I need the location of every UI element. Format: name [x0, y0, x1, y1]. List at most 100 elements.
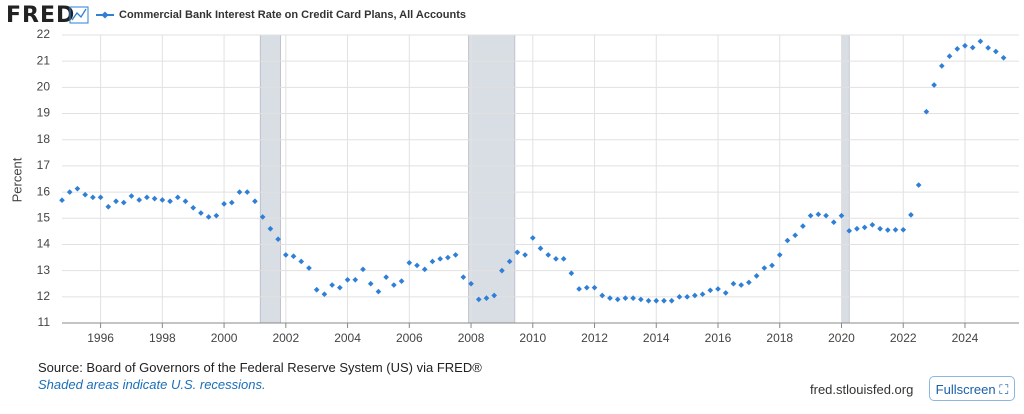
data-point: [205, 214, 212, 220]
data-point: [900, 226, 907, 233]
data-point: [985, 45, 991, 51]
data-point: [908, 212, 914, 218]
data-point: [560, 256, 567, 262]
x-tick-label: 2004: [334, 331, 361, 345]
y-tick-label: 13: [37, 263, 51, 277]
data-point: [421, 266, 428, 273]
x-tick-label: 2006: [396, 331, 423, 345]
x-tick-label: 2020: [828, 331, 855, 345]
x-tick-label: 2018: [766, 331, 793, 345]
data-point: [800, 223, 806, 229]
data-point: [776, 252, 783, 258]
data-point: [244, 189, 251, 195]
data-point: [198, 210, 204, 216]
data-point: [854, 225, 860, 232]
data-point: [614, 296, 621, 303]
data-point: [97, 194, 104, 201]
data-point: [684, 293, 690, 300]
y-tick-label: 16: [37, 184, 51, 198]
data-point: [661, 297, 667, 304]
logo: FRED: [6, 3, 76, 28]
data-point: [429, 258, 436, 265]
data-point: [228, 199, 235, 206]
recession-band: [841, 34, 850, 324]
y-tick-label: 22: [37, 27, 51, 41]
data-point: [676, 293, 683, 300]
y-tick-label: 19: [37, 106, 51, 120]
data-point: [568, 270, 575, 277]
data-point: [468, 280, 474, 287]
data-point: [784, 237, 791, 244]
data-point: [383, 274, 389, 281]
data-point: [869, 221, 876, 228]
y-tick-label: 14: [37, 237, 51, 251]
data-point: [275, 236, 281, 243]
data-point: [313, 286, 320, 293]
y-tick-label: 17: [37, 158, 51, 172]
data-point: [90, 194, 96, 201]
data-point: [375, 288, 382, 295]
data-point: [360, 266, 366, 273]
data-point: [151, 195, 158, 202]
data-point: [460, 274, 467, 281]
data-point: [321, 291, 328, 298]
recession-note: Shaded areas indicate U.S. recessions.: [38, 377, 266, 392]
data-point: [499, 267, 505, 274]
data-point: [144, 194, 150, 201]
x-tick-label: 1998: [149, 331, 176, 345]
fullscreen-button[interactable]: Fullscreen ⛶: [929, 376, 1015, 401]
data-point: [846, 228, 853, 234]
data-point: [884, 227, 891, 233]
data-point: [267, 225, 274, 232]
data-point: [475, 296, 482, 303]
x-tick-label: 2016: [705, 331, 732, 345]
data-point: [761, 265, 768, 271]
data-point: [174, 194, 181, 201]
recession-band: [468, 34, 516, 324]
chart: Percent Commercial Bank Interest Rate on…: [9, 6, 1019, 345]
data-point: [599, 292, 606, 299]
y-tick-label: 21: [37, 53, 51, 67]
data-point: [645, 297, 652, 304]
data-point: [692, 292, 698, 299]
data-point: [877, 225, 883, 232]
data-point: [622, 295, 629, 301]
data-point: [491, 292, 498, 299]
data-point: [344, 276, 351, 283]
y-tick-label: 15: [37, 210, 51, 224]
data-point: [120, 199, 127, 206]
y-tick-label: 18: [37, 132, 51, 146]
data-point: [128, 193, 135, 199]
data-point: [954, 46, 961, 52]
x-tick-label: 2008: [458, 331, 485, 345]
data-point: [337, 284, 343, 291]
data-point: [861, 224, 868, 231]
y-tick-label: 11: [38, 315, 51, 329]
data-point: [136, 197, 143, 203]
data-point: [367, 280, 374, 287]
data-point: [638, 296, 644, 303]
x-tick-label: 2014: [643, 331, 670, 345]
data-point: [915, 182, 922, 188]
data-point: [830, 219, 837, 226]
data-point: [946, 53, 953, 60]
button-label: Fullscreen: [935, 382, 996, 397]
data-point: [931, 82, 937, 88]
data-point: [445, 254, 451, 261]
data-point: [259, 214, 266, 220]
data-point: [630, 295, 636, 301]
legend-label: Commercial Bank Interest Rate on Credit …: [119, 9, 466, 21]
data-point: [653, 297, 660, 304]
data-point: [807, 212, 814, 219]
data-point: [792, 232, 799, 239]
data-point: [452, 252, 459, 258]
data-point: [113, 198, 119, 205]
x-tick-label: 2012: [581, 331, 608, 345]
y-tick-label: 20: [37, 80, 51, 94]
data-point: [892, 226, 899, 233]
data-point: [938, 63, 945, 69]
data-point: [352, 276, 359, 283]
data-point: [591, 284, 598, 291]
x-tick-label: 2010: [519, 331, 546, 345]
data-point: [398, 278, 405, 284]
